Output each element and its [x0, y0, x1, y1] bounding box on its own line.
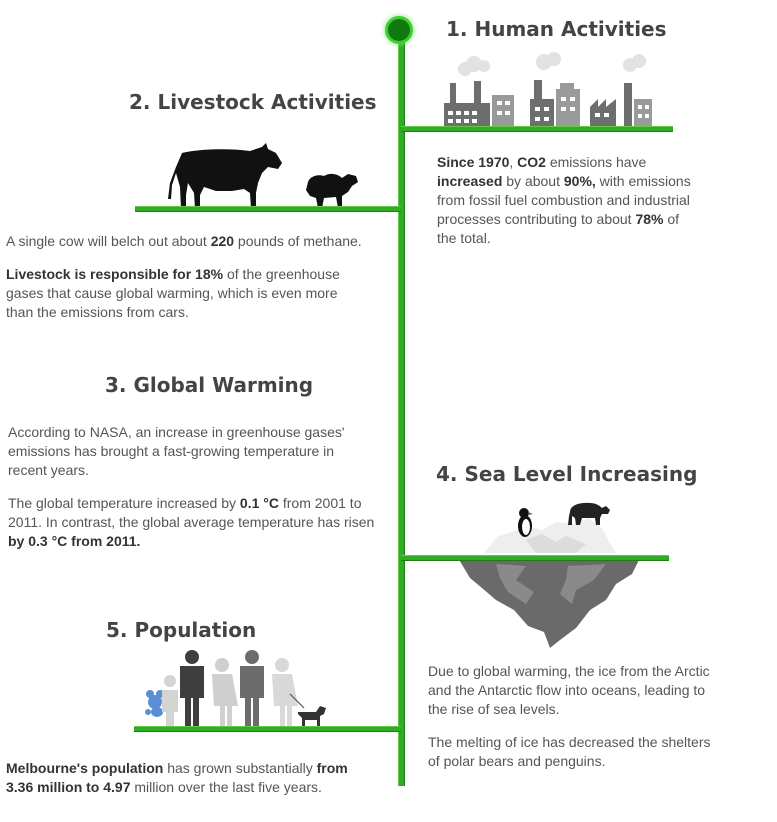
text-run: 220	[210, 233, 235, 249]
text-run: A single cow will belch out about	[6, 233, 211, 249]
paragraph: Livestock is responsible for 18% of the …	[6, 265, 366, 322]
section-2-branch	[135, 207, 401, 211]
text-run: pounds of methane.	[234, 233, 362, 249]
text-run: Due to global warming, the ice from the …	[428, 663, 710, 717]
text-run: million over the last five years.	[130, 779, 322, 795]
section-2-text: A single cow will belch out about 220 po…	[6, 232, 366, 322]
paragraph: A single cow will belch out about 220 po…	[6, 232, 366, 251]
leash	[289, 693, 305, 709]
section-5-branch	[134, 727, 401, 731]
text-run: 78%	[635, 211, 664, 227]
section-2-title: 2. Livestock Activities	[129, 90, 377, 114]
polar-bear-icon	[568, 502, 610, 525]
text-run: The melting of ice has decreased the she…	[428, 734, 711, 769]
timeline-line	[399, 26, 404, 786]
text-run: with emissions from fossil fuel combusti…	[437, 173, 691, 227]
text-run: emissions have	[545, 154, 647, 170]
text-run: increased	[437, 173, 503, 189]
family-icon	[145, 650, 326, 728]
sheep-icon	[306, 173, 358, 208]
paragraph: Since 1970, CO2 emissions have increased…	[437, 154, 691, 246]
paragraph: According to NASA, an increase in greenh…	[8, 423, 350, 480]
cow-icon	[168, 143, 282, 209]
paragraph: Due to global warming, the ice from the …	[428, 662, 728, 719]
section-3-title: 3. Global Warming	[105, 373, 314, 397]
dog-icon	[298, 706, 326, 728]
text-run: 0.1 °C	[239, 495, 279, 511]
paragraph: Melbourne's population has grown substan…	[6, 760, 348, 795]
text-run: Melbourne's population	[6, 760, 164, 776]
section-5-title: 5. Population	[106, 618, 257, 642]
text-run: CO2	[517, 154, 546, 170]
paragraph: The melting of ice has decreased the she…	[428, 733, 718, 771]
text-run: ,	[509, 154, 518, 170]
text-run: has grown substantially	[163, 760, 317, 776]
text-run: of the total.	[437, 211, 680, 246]
timeline-start-node	[385, 16, 413, 44]
section-5-text: Melbourne's population has grown substan…	[6, 759, 366, 797]
section-1-text: Since 1970, CO2 emissions have increased…	[437, 153, 692, 248]
penguin-icon	[518, 508, 533, 537]
text-run: The global temperature increased by	[8, 495, 240, 511]
section-1-branch	[401, 127, 673, 131]
iceberg-icon	[458, 518, 640, 648]
paragraph: The global temperature increased by 0.1 …	[8, 494, 388, 551]
section-4-branch	[401, 556, 669, 560]
text-run: Livestock is responsible for 18%	[6, 266, 224, 282]
section-4-text: Due to global warming, the ice from the …	[428, 662, 738, 771]
section-3-text: According to NASA, an increase in greenh…	[8, 423, 374, 551]
section-1-title: 1. Human Activities	[446, 17, 667, 41]
text-run: by about	[502, 173, 564, 189]
section-4-title: 4. Sea Level Increasing	[436, 462, 698, 486]
text-run: of the greenhouse gases that cause globa…	[6, 266, 340, 320]
text-run: Since 1970	[437, 154, 510, 170]
text-run: by 0.3 °C from 2011.	[8, 533, 141, 549]
text-run: from 2001 to 2011. In contrast, the glob…	[8, 495, 375, 530]
factory-icon	[444, 52, 652, 129]
text-run: from 3.36 million to 4.97	[6, 760, 348, 795]
text-run: According to NASA, an increase in greenh…	[8, 424, 345, 478]
text-run: 90%,	[563, 173, 596, 189]
